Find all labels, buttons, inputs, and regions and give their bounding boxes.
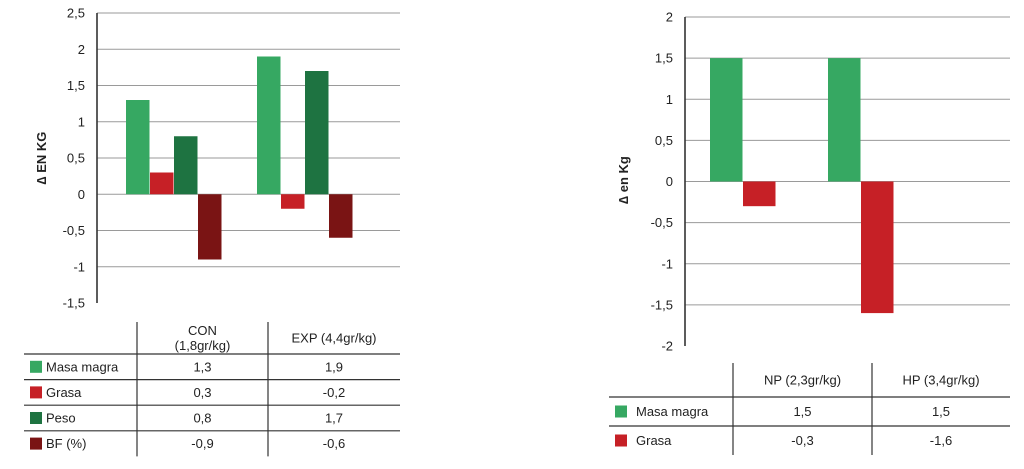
bar-masa-magra-1 [126,100,150,195]
table-value: 1,7 [325,411,343,426]
y-tick-label: 0,5 [67,151,85,166]
table-header-line: (1,8gr/kg) [175,338,231,353]
y-tick-label: 1 [78,114,85,129]
y-axis-label: ∆ en Kg [616,156,631,204]
legend-swatch [30,412,42,424]
legend-swatch [30,437,42,450]
legend-swatch [615,405,627,418]
legend-label: Grasa [636,433,672,448]
y-tick-label: 1 [666,92,673,107]
table-value: 0,3 [193,385,211,400]
table-header-2: HP (3,4gr/kg) [902,373,979,388]
table-header-1: CON (1,8gr/kg) [175,323,231,353]
table-value: 1,3 [193,359,211,374]
y-tick-label: -1 [661,256,673,271]
legend-swatch [30,360,42,373]
table-value: 1,5 [793,404,811,419]
legend-label: Grasa [46,385,82,400]
legend-label: Masa magra [636,404,709,419]
bar-grasa-2 [281,194,305,209]
legend-swatch [615,434,627,447]
table-value: 0,8 [193,411,211,426]
table-header-line: HP (3,4gr/kg) [902,373,979,388]
y-axis-label: ∆ EN KG [34,132,49,185]
table-value: -0,9 [191,436,213,451]
legend-label: Peso [46,411,76,426]
bar-masa-magra-2 [257,56,281,195]
table-value: -0,6 [323,436,345,451]
y-tick-label: 2,5 [67,6,85,21]
chart-left: 2,5 2 1,5 1 0,5 0 -0,5 -1 -1,5 ∆ EN KG CON (1,8gr/k… [24,6,400,457]
table-value: 1,9 [325,359,343,374]
bar-bf--1 [198,194,222,260]
bar-masa-magra-2 [828,58,861,182]
bar-grasa-2 [861,181,894,314]
y-tick-label: 2 [666,10,673,25]
bar-bf--2 [329,194,353,238]
y-tick-label: -1 [73,259,85,274]
y-tick-label: -2 [661,339,673,354]
legend-swatch [30,386,42,399]
bar-grasa-1 [743,181,776,207]
y-tick-label: 0 [78,187,85,202]
y-tick-label: 2 [78,42,85,57]
legend-label: Masa magra [46,359,119,374]
y-tick-label: 1,5 [655,51,673,66]
table-value: 1,5 [932,404,950,419]
y-tick-label: 1,5 [67,78,85,93]
table-header-2: EXP (4,4gr/kg) [291,331,376,346]
y-tick-label: -1,5 [63,296,85,311]
table-value: -0,3 [791,433,813,448]
table-value: -0,2 [323,385,345,400]
bar-grasa-1 [150,172,174,195]
y-tick-label: -1,5 [651,297,673,312]
table-header-line: NP (2,3gr/kg) [764,373,841,388]
y-tick-label: -0,5 [63,223,85,238]
table-header-1: NP (2,3gr/kg) [764,373,841,388]
table-header-line: CON [188,323,217,338]
y-tick-label: 0 [666,174,673,189]
legend-label: BF (%) [46,436,86,451]
bar-masa-magra-1 [710,58,743,182]
table-header-line: EXP (4,4gr/kg) [291,331,376,346]
chart-right: 2 1,5 1 0,5 0 -0,5 -1 -1,5 -2 ∆ en Kg NP (2,3gr/kg… [609,10,1010,455]
bar-peso-1 [174,136,198,195]
bar-peso-2 [305,71,329,195]
y-tick-label: 0,5 [655,133,673,148]
y-tick-label: -0,5 [651,215,673,230]
table-value: -1,6 [930,433,952,448]
